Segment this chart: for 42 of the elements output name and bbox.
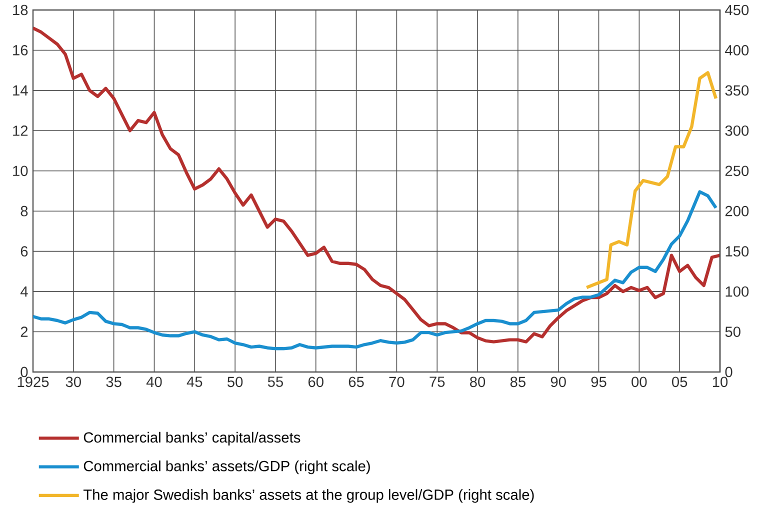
y2-tick-label: 100: [726, 286, 749, 297]
y-tick-label: 12: [13, 126, 28, 136]
x-tick-label: 10: [712, 376, 728, 388]
y2-tick-label: 50: [725, 326, 740, 337]
x-tick-label: 00: [632, 376, 647, 388]
x-tick-label: 1925: [18, 376, 49, 388]
y-tick-label: 0: [20, 366, 28, 378]
x-tick-label: 55: [268, 376, 283, 387]
x-tick-label: 35: [106, 376, 122, 388]
y2-tick-label: 350: [725, 85, 749, 96]
y2-tick-label: 400: [725, 45, 749, 56]
legend-label: Commercial banks’ assets/GDP (right scale): [84, 460, 370, 474]
line-series: [585, 71, 718, 290]
y2-tick-label: 150: [726, 246, 749, 257]
x-tick-label: 40: [146, 376, 162, 388]
x-tick-label: 75: [430, 376, 445, 387]
y-tick-label: 6: [20, 246, 28, 257]
y2-tick-label: 250: [725, 166, 749, 176]
y2-tick-label: 300: [725, 125, 749, 136]
y-tick-label: 18: [13, 4, 28, 16]
x-tick-label: 80: [470, 376, 486, 388]
x-tick-label: 60: [308, 376, 324, 388]
y-tick-label: 16: [13, 45, 28, 56]
x-tick-label: 90: [550, 376, 566, 388]
x-tick-label: 05: [672, 376, 688, 388]
y-tick-label: 4: [20, 286, 28, 297]
legend-label: The major Swedish banks’ assets at the group level/GDP (right scale): [83, 489, 534, 503]
x-tick-label: 45: [186, 376, 202, 387]
x-tick-label: 30: [66, 376, 81, 388]
x-tick-label: 65: [348, 376, 364, 388]
y2-tick-label: 450: [725, 4, 749, 16]
x-tick-label: 95: [591, 376, 606, 388]
legend-label: Commercial banks’ capital/assets: [84, 432, 300, 446]
y2-tick-label: 0: [725, 366, 732, 378]
y-tick-label: 2: [20, 326, 28, 337]
x-tick-label: 50: [227, 376, 243, 388]
y-tick-label: 10: [13, 166, 28, 176]
y-tick-label: 14: [13, 85, 28, 96]
y2-tick-label: 200: [725, 206, 749, 216]
x-tick-label: 85: [510, 376, 526, 388]
x-tick-label: 70: [389, 376, 404, 388]
y-tick-label: 8: [20, 206, 28, 216]
